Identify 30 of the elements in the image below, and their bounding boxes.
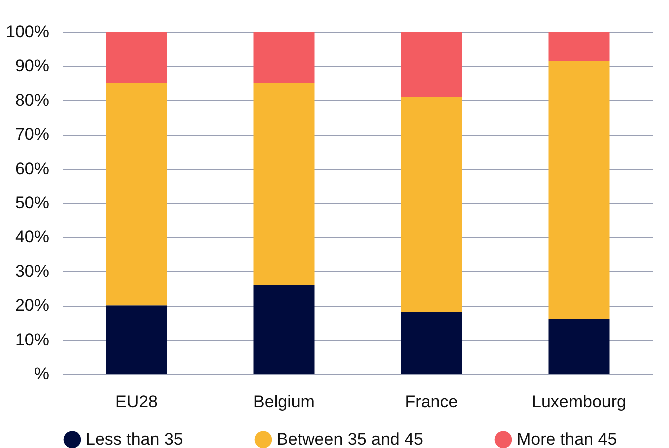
bar — [254, 285, 315, 374]
x-tick-label: Belgium — [254, 392, 315, 412]
y-tick-label: 10% — [15, 330, 50, 350]
x-tick-label: France — [405, 392, 458, 412]
y-tick-label: 50% — [15, 194, 50, 212]
bar — [548, 61, 610, 320]
bar — [548, 319, 610, 374]
bar — [106, 32, 168, 84]
y-tick-label: % — [34, 364, 50, 384]
bar — [401, 312, 462, 374]
y-tick-label: 90% — [15, 56, 50, 76]
legend-label: Between 35 and 45 — [277, 430, 424, 448]
y-tick-label: 40% — [15, 228, 50, 247]
legend-label: Less than 35 — [86, 430, 184, 448]
bar — [548, 32, 610, 62]
y-tick-label: 80% — [15, 90, 50, 110]
legend-label: More than 45 — [517, 430, 618, 448]
bar — [106, 306, 168, 374]
y-tick-label: 20% — [15, 296, 50, 316]
y-tick-label: 30% — [15, 262, 50, 281]
bar — [401, 32, 462, 97]
bar — [106, 83, 168, 306]
bar — [254, 83, 315, 286]
y-tick-label: 60% — [15, 159, 50, 178]
y-tick-label: 70% — [15, 125, 50, 144]
bar — [401, 96, 462, 312]
bar — [254, 32, 315, 84]
y-tick-label: 100% — [6, 22, 50, 42]
x-tick-label: Luxembourg — [532, 392, 627, 412]
x-tick-label: EU28 — [115, 392, 158, 412]
